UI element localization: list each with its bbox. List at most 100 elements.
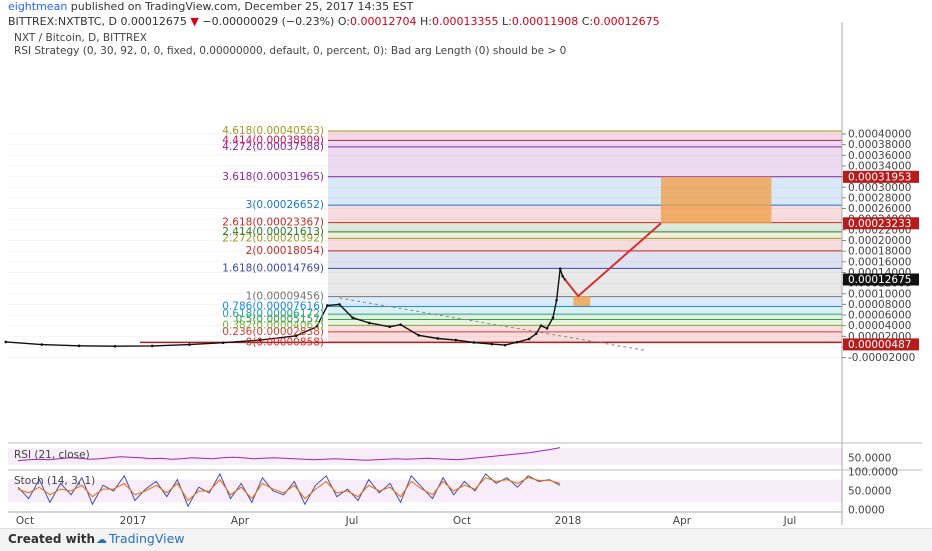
price-point (294, 334, 298, 338)
low-value: 0.00011908 (511, 15, 579, 28)
created-with-label: Created with (8, 532, 96, 546)
y-tick-label: 0.00026000 (848, 203, 911, 215)
price-flag-label: 0.00031953 (848, 171, 911, 183)
publish-info: published on TradingView.com, December 2… (70, 0, 414, 13)
fib-band (328, 325, 842, 332)
price-point (326, 304, 329, 307)
fib-label: 2(0.00018054) (246, 245, 324, 257)
low-label: L: (501, 15, 512, 28)
fib-band (328, 131, 842, 141)
fib-band (328, 314, 842, 320)
fib-label: 2.618(0.00023367) (222, 217, 324, 229)
footer-bar: Created with ☁ TradingView (0, 528, 932, 551)
price-point (221, 341, 225, 345)
stoch-d-line[interactable] (17, 477, 561, 502)
tradingview-logo[interactable]: ☁ TradingView (96, 531, 185, 546)
fib-label: 4.414(0.00038809) (222, 134, 324, 146)
rsi-tick-label: 50.0000 (848, 452, 891, 464)
fib-label: 1(0.00009456) (246, 291, 324, 303)
x-tick-label: Jul (783, 515, 797, 527)
fib-band (328, 268, 842, 297)
price-point (258, 338, 262, 342)
price-point (351, 316, 354, 320)
y-tick-label: 0.00006000 (848, 310, 911, 322)
price-point (436, 337, 440, 340)
y-tick-label: 0.00030000 (848, 182, 911, 194)
stoch-title: Stoch (14, 3, 1) (14, 475, 95, 487)
y-tick-label: 0.00034000 (848, 160, 911, 172)
price-point (417, 333, 420, 337)
stoch-tick-label: 100.0000 (848, 467, 898, 479)
stoch-tick-label: 0.0000 (848, 505, 885, 517)
price-point (338, 303, 341, 306)
fib-band (328, 222, 842, 232)
price-point (188, 343, 191, 346)
price-point (561, 274, 564, 278)
rsi-title: RSI (21, close) (14, 449, 90, 461)
forecast-box[interactable] (573, 296, 591, 306)
price-chart[interactable]: 0(0.00000858)0.236(0.00002838)0.382(0.00… (0, 0, 932, 528)
price-point (551, 316, 555, 320)
price-flag-label: 0.00000487 (848, 339, 911, 351)
fib-label: 1.618(0.00014769) (222, 262, 324, 274)
forecast-box[interactable] (661, 176, 772, 224)
price-point (490, 342, 494, 346)
x-tick-label: Apr (231, 515, 250, 527)
open-value: 0.00012704 (350, 15, 417, 28)
x-tick-label: 2018 (555, 515, 582, 527)
author-link[interactable]: eightmean (8, 0, 68, 13)
price-point (40, 343, 44, 346)
x-tick-label: Oct (453, 515, 471, 527)
fib-label: 0.382(0.00004063) (222, 319, 324, 331)
strategy-text: RSI Strategy (0, 30, 92, 0, 0, fixed, 0.… (14, 45, 567, 57)
fib-label: 3.618(0.00031965) (222, 171, 324, 183)
price-point (454, 338, 458, 342)
price-point (515, 340, 519, 344)
x-tick-label: Apr (673, 515, 692, 527)
fib-label: 0.236(0.00002838) (222, 326, 324, 338)
price-point (503, 343, 507, 347)
price-point (534, 332, 538, 335)
fib-band (328, 319, 842, 326)
fib-label: 2.414(0.00021613) (222, 226, 324, 238)
y-tick-label: 0.00018000 (848, 246, 911, 258)
fib-band (328, 146, 842, 177)
rsi-band (8, 448, 842, 465)
fib-label: 3(0.00026652) (246, 199, 324, 211)
x-tick-label: Oct (16, 515, 34, 527)
price-point (315, 325, 318, 329)
y-tick-label: -0.00002000 (848, 352, 915, 364)
high-label: H: (420, 15, 432, 28)
close-value: 0.00012675 (593, 15, 660, 28)
price-flag (843, 170, 919, 183)
price-flag (843, 273, 919, 286)
pair-title: NXT / Bitcoin, D, BITTREX (14, 32, 147, 44)
fib-label: 4.272(0.00037588) (222, 141, 324, 153)
fib-label: 0(0.00000858) (246, 336, 324, 348)
fib-band (328, 250, 842, 269)
fib-label: 4.618(0.00040563) (222, 125, 324, 137)
forecast-line[interactable] (564, 222, 662, 298)
y-tick-label: 0.00038000 (848, 139, 911, 151)
price-point (4, 340, 8, 344)
x-tick-label: 2017 (120, 515, 147, 527)
y-tick-label: 0.00004000 (848, 320, 911, 332)
stoch-k-line[interactable] (17, 472, 561, 508)
high-value: 0.00013355 (431, 15, 499, 28)
fib-label: 0.618(0.00006172) (222, 308, 324, 320)
fib-band (328, 231, 842, 239)
price-flag (843, 217, 919, 230)
price-flag (843, 338, 919, 351)
close-label: C: (581, 15, 594, 28)
y-tick-label: 0.00008000 (848, 299, 911, 311)
rsi-line[interactable] (17, 447, 561, 462)
price-point (558, 267, 562, 271)
fib-band (328, 331, 842, 343)
y-tick-label: 0.00036000 (848, 150, 911, 162)
y-tick-label: 0.00020000 (848, 235, 911, 247)
price-point (77, 344, 81, 348)
price-point (545, 327, 549, 330)
brand-label: TradingView (109, 531, 185, 546)
fib-label: 0.786(0.00007616) (222, 300, 324, 312)
